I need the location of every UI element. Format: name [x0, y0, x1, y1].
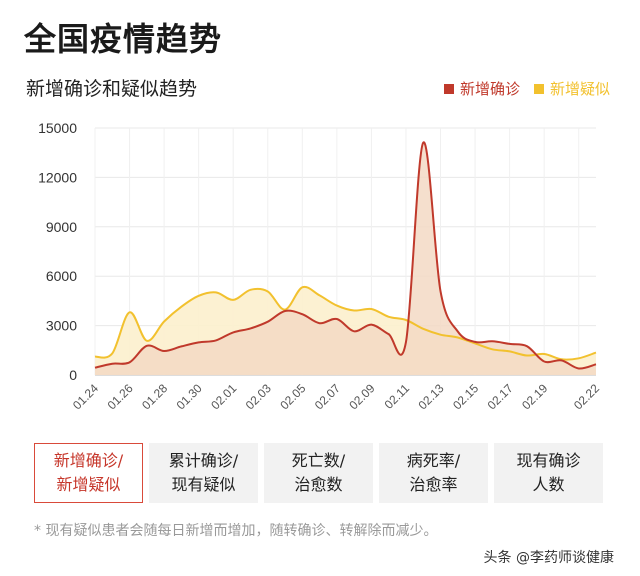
x-tick-label: 02.07: [312, 381, 343, 412]
tab-fatality-cure-rate[interactable]: 病死率/ 治愈率: [379, 443, 488, 503]
tab-label-line2: 治愈数: [294, 475, 343, 494]
y-tick-label: 3000: [46, 318, 77, 334]
tab-new-confirmed-suspected[interactable]: 新增确诊/ 新增疑似: [34, 443, 143, 503]
y-tick-label: 0: [69, 367, 77, 383]
x-tick-label: 02.03: [243, 381, 274, 412]
tab-deaths-cured[interactable]: 死亡数/ 治愈数: [264, 443, 373, 503]
tab-label-line2: 治愈率: [409, 475, 458, 494]
x-tick-label: 02.11: [382, 381, 413, 412]
tab-label-line1: 死亡数/: [291, 451, 346, 470]
tab-label-line2: 现有疑似: [171, 475, 236, 494]
chart-legend: 新增确诊 新增疑似: [443, 78, 610, 99]
tab-label-line1: 现有确诊: [516, 451, 581, 470]
legend-label-suspected: 新增疑似: [549, 80, 610, 98]
x-tick-label: 02.13: [416, 381, 447, 412]
legend-item-confirmed[interactable]: 新增确诊: [443, 78, 520, 99]
series-area-confirmed: [95, 142, 596, 375]
x-tick-label: 02.22: [571, 381, 602, 412]
tab-label-line1: 病死率/: [406, 451, 461, 470]
tab-label-line1: 累计确诊/: [168, 451, 239, 470]
series-line-confirmed: [94, 141, 597, 370]
page-title: 全国疫情趋势: [24, 20, 223, 58]
x-tick-label: 01.26: [105, 381, 136, 412]
legend-swatch-confirmed: [443, 83, 454, 94]
chart-title: 新增确诊和疑似趋势: [26, 78, 198, 100]
legend-swatch-suspected: [533, 83, 544, 94]
y-tick-label: 9000: [46, 219, 77, 235]
footnote: * 现有疑似患者会随每日新增而增加，随转确诊、转解除而减少。: [34, 523, 438, 539]
watermark: 头条 @李药师谈健康: [483, 550, 614, 566]
x-tick-label: 01.24: [70, 381, 101, 412]
x-tick-label: 02.01: [208, 381, 239, 412]
trend-chart: 0 3000 6000 9000 12000 15000 01.24 01.26 01.28 01…: [38, 120, 602, 412]
x-tick-label: 02.19: [519, 381, 550, 412]
tab-label-line2: 新增疑似: [56, 475, 121, 494]
metric-tabs: 新增确诊/ 新增疑似 累计确诊/ 现有疑似 死亡数/ 治愈数 病死率/ 治愈率 …: [34, 443, 603, 503]
series-line-suspected: [94, 285, 597, 361]
tab-label-line1: 新增确诊/: [53, 451, 124, 470]
y-tick-label: 12000: [38, 169, 77, 185]
x-tick-label: 02.09: [346, 381, 377, 412]
x-tick-label: 02.05: [277, 381, 308, 412]
tab-cumulative-confirmed-suspected[interactable]: 累计确诊/ 现有疑似: [149, 443, 258, 503]
y-tick-label: 6000: [46, 268, 77, 284]
legend-label-confirmed: 新增确诊: [459, 80, 520, 98]
x-tick-label: 01.28: [139, 381, 170, 412]
y-tick-label: 15000: [38, 120, 77, 136]
x-tick-label: 01.30: [174, 381, 205, 412]
x-tick-label: 02.17: [485, 381, 516, 412]
legend-item-suspected[interactable]: 新增疑似: [533, 78, 610, 99]
tab-current-confirmed[interactable]: 现有确诊 人数: [494, 443, 603, 503]
x-tick-label: 02.15: [450, 381, 481, 412]
tab-label-line2: 人数: [532, 475, 565, 494]
